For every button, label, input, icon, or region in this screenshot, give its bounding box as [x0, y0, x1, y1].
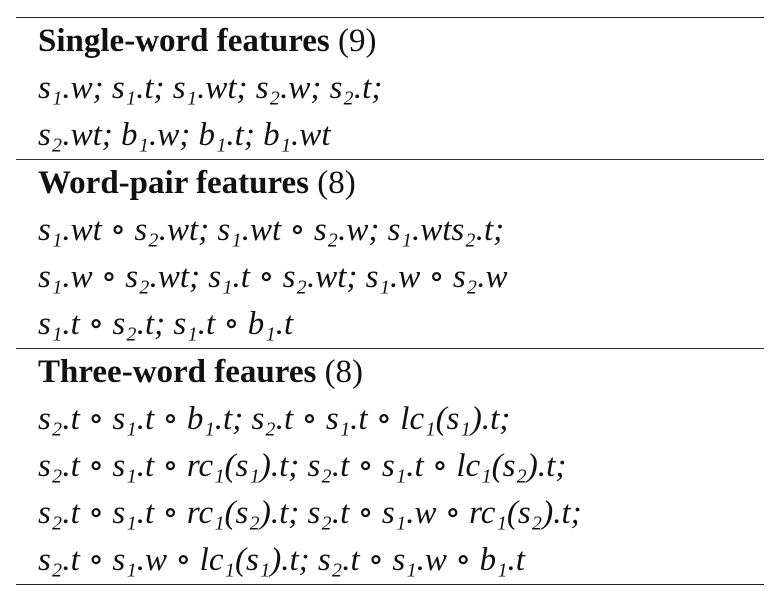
section-count: (8)	[324, 354, 364, 390]
top-rule	[16, 17, 764, 18]
feature-row: s₁.t ∘ s₂.t; s₁.t ∘ b₁.t	[38, 306, 294, 342]
feature-row: s₂.wt; b₁.w; b₁.t; b₁.wt	[38, 117, 331, 153]
feature-row: s₂.t ∘ s₁.t ∘ b₁.t; s₂.t ∘ s₁.t ∘ lc₁(s₁…	[38, 401, 511, 437]
feature-row: s₂.t ∘ s₁.t ∘ rc₁(s₁).t; s₂.t ∘ s₁.t ∘ l…	[38, 448, 567, 484]
section-title: Word-pair features	[38, 165, 310, 201]
feature-row: s₂.t ∘ s₁.w ∘ lc₁(s₁).t; s₂.t ∘ s₁.w ∘ b…	[38, 542, 525, 578]
section-word-pair: Word-pair features (8) s₁.wt ∘ s₂.wt; s₁…	[16, 160, 764, 348]
section-divider	[16, 159, 764, 160]
section-title: Three-word feaures	[38, 354, 317, 390]
section-heading: Single-word features (9)	[38, 18, 764, 65]
feature-row: s₁.wt ∘ s₂.wt; s₁.wt ∘ s₂.w; s₁.wts₂.t;	[38, 212, 505, 248]
section-three-word: Three-word feaures (8) s₂.t ∘ s₁.t ∘ b₁.…	[16, 349, 764, 584]
section-single-word: Single-word features (9) s₁.w; s₁.t; s₁.…	[16, 18, 764, 159]
feature-row: s₁.w ∘ s₂.wt; s₁.t ∘ s₂.wt; s₁.w ∘ s₂.w	[38, 259, 508, 295]
section-title: Single-word features	[38, 23, 330, 59]
section-heading: Three-word feaures (8)	[38, 349, 764, 396]
section-count: (8)	[317, 165, 356, 201]
section-divider	[16, 348, 764, 349]
feature-row: s₁.w; s₁.t; s₁.wt; s₂.w; s₂.t;	[38, 70, 383, 106]
section-heading: Word-pair features (8)	[38, 160, 764, 207]
feature-table: Single-word features (9) s₁.w; s₁.t; s₁.…	[16, 17, 764, 585]
section-count: (9)	[338, 23, 377, 59]
bottom-rule	[16, 584, 764, 585]
feature-row: s₂.t ∘ s₁.t ∘ rc₁(s₂).t; s₂.t ∘ s₁.w ∘ r…	[38, 495, 582, 531]
